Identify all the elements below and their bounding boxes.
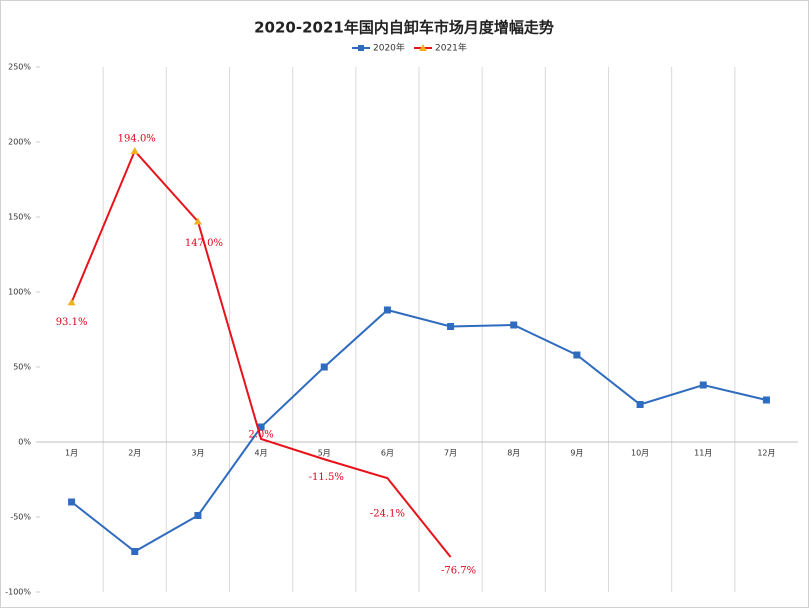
x-tick-label: 4月 (255, 449, 268, 458)
y-tick-label: -100% (5, 588, 31, 597)
data-label: -11.5% (309, 472, 344, 483)
x-tick-label: 6月 (381, 449, 394, 458)
legend-label: 2021年 (435, 42, 467, 54)
x-tick-label: 11月 (694, 449, 712, 458)
x-tick-label: 10月 (631, 449, 649, 458)
data-label: 2.0% (248, 430, 273, 441)
point-marker (447, 323, 455, 330)
point-marker (699, 381, 707, 389)
x-tick-label: 7月 (444, 449, 457, 458)
data-label: -76.7% (441, 566, 476, 577)
point-marker (383, 306, 391, 314)
point-marker (320, 363, 328, 371)
data-label: 147.0% (185, 238, 223, 249)
point-marker (762, 396, 770, 404)
legend-marker (358, 45, 364, 51)
y-tick-label: 50% (13, 363, 31, 372)
point-marker (67, 298, 76, 306)
point-marker (130, 147, 139, 154)
y-tick-label: 100% (8, 288, 31, 297)
point-marker (68, 498, 76, 506)
series-line (70, 308, 767, 553)
point-marker (573, 351, 581, 359)
y-tick-label: 250% (8, 63, 31, 72)
point-marker (194, 512, 202, 519)
data-label: 194.0% (118, 134, 156, 145)
legend-label: 2020年 (373, 42, 405, 54)
x-tick-label: 12月 (757, 449, 775, 458)
x-tick-label: 3月 (191, 449, 204, 458)
point-marker (257, 423, 265, 431)
y-tick-label: -50% (10, 513, 31, 522)
chart-title: 2020-2021年国内自卸车市场月度增幅走势 (254, 19, 554, 37)
y-tick-label: 0% (18, 438, 31, 447)
point-marker (131, 548, 139, 555)
point-marker (193, 217, 202, 225)
point-marker (636, 401, 644, 408)
x-tick-label: 2月 (128, 449, 141, 458)
y-tick-label: 200% (8, 138, 31, 147)
x-tick-label: 9月 (570, 449, 583, 458)
legend-marker (419, 44, 427, 51)
x-tick-label: 1月 (65, 449, 78, 458)
data-label: -24.1% (370, 509, 405, 520)
point-marker (510, 321, 518, 329)
data-label: 93.1% (56, 317, 88, 328)
x-tick-label: 8月 (507, 449, 520, 458)
y-tick-label: 150% (8, 213, 31, 222)
x-tick-label: 5月 (318, 449, 331, 458)
